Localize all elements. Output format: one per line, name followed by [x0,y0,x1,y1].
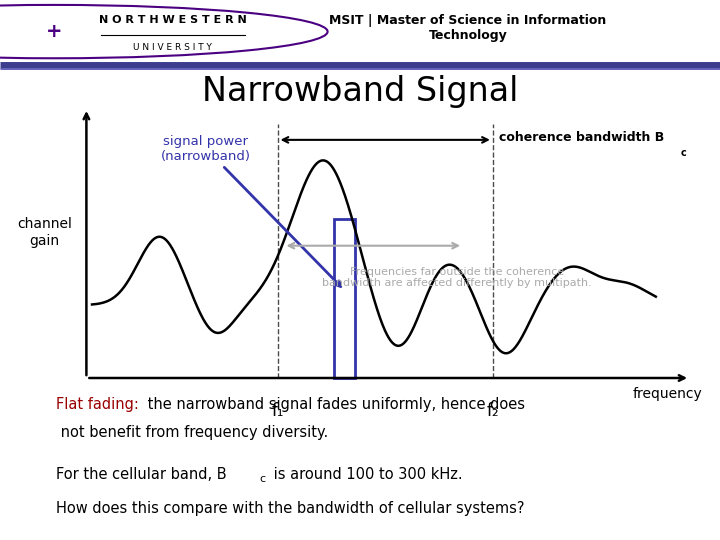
Text: coherence bandwidth B: coherence bandwidth B [499,131,664,144]
Bar [334,219,356,378]
Text: N O R T H W E S T E R N: N O R T H W E S T E R N [99,15,247,25]
Text: signal power
(narrowband): signal power (narrowband) [161,134,341,287]
Text: U N I V E R S I T Y: U N I V E R S I T Y [133,43,212,51]
Text: Frequencies far outside the coherence
bandwidth are affected differently by mult: Frequencies far outside the coherence ba… [322,267,592,288]
Text: f₁: f₁ [271,402,284,420]
Text: not benefit from frequency diversity.: not benefit from frequency diversity. [56,424,328,440]
Text: Flat fading:: Flat fading: [56,397,139,411]
Text: Narrowband Signal: Narrowband Signal [202,75,518,108]
Text: How does this compare with the bandwidth of cellular systems?: How does this compare with the bandwidth… [56,501,524,516]
Text: frequency: frequency [632,387,702,401]
Text: c: c [260,474,266,484]
Text: the narrowband signal fades uniformly, hence does: the narrowband signal fades uniformly, h… [143,397,525,411]
Text: +: + [46,22,62,41]
Text: f₂: f₂ [487,402,499,420]
Text: is around 100 to 300 kHz.: is around 100 to 300 kHz. [269,467,462,482]
Text: MSIT | Master of Science in Information
Technology: MSIT | Master of Science in Information … [329,14,607,42]
Text: For the cellular band, B: For the cellular band, B [56,467,227,482]
Text: channel
gain: channel gain [17,218,72,247]
Text: c: c [681,148,687,158]
